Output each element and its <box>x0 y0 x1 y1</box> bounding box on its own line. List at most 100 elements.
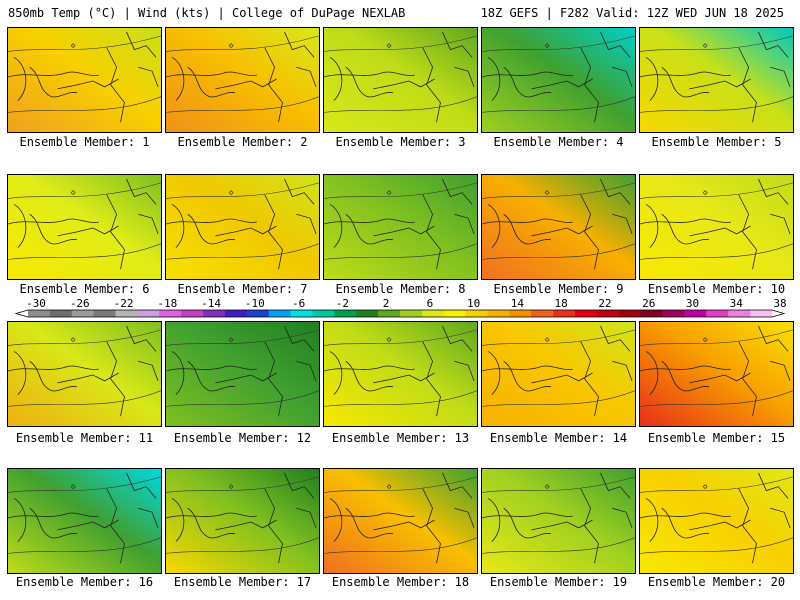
colorbar-tick-label: -30 <box>26 297 46 310</box>
ensemble-member-label: Ensemble Member: 11 <box>15 431 154 445</box>
ensemble-member-label: Ensemble Member: 16 <box>15 575 154 589</box>
ensemble-member-label: Ensemble Member: 12 <box>173 431 312 445</box>
colorbar-swatch <box>49 310 73 317</box>
map-field <box>324 469 477 573</box>
colorbar-tick-label: 6 <box>427 297 434 310</box>
colorbar-swatch <box>531 310 554 317</box>
colorbar-swatch <box>728 310 751 317</box>
ensemble-member-map <box>481 174 636 280</box>
map-title: 850mb Temp (°C) | Wind (kts) | College o… <box>8 6 406 20</box>
map-field <box>8 322 161 426</box>
colorbar-swatch <box>224 310 248 317</box>
colorbar-swatch <box>706 310 729 317</box>
ensemble-member-label: Ensemble Member: 20 <box>647 575 786 589</box>
map-field <box>482 175 635 279</box>
map-field <box>482 28 635 132</box>
ensemble-member-label: Ensemble Member: 17 <box>173 575 312 589</box>
valid-time: 18Z GEFS | F282 Valid: 12Z WED JUN 18 20… <box>480 6 784 20</box>
colorbar-swatch <box>71 310 95 317</box>
map-field <box>166 469 319 573</box>
ensemble-member-map <box>165 174 320 280</box>
map-field <box>324 28 477 132</box>
ensemble-member-map <box>481 27 636 133</box>
colorbar-swatch <box>487 310 510 317</box>
colorbar-swatch <box>181 310 204 317</box>
ensemble-member-map <box>165 321 320 427</box>
colorbar-tick-label: 26 <box>642 297 655 310</box>
colorbar-swatch <box>137 310 160 317</box>
colorbar-tick-label: -10 <box>245 297 265 310</box>
ensemble-member-map <box>639 468 794 574</box>
colorbar-swatch <box>334 310 357 317</box>
ensemble-member-label: Ensemble Member: 9 <box>493 282 624 296</box>
colorbar-swatch <box>575 310 598 317</box>
ensemble-member-map <box>323 468 478 574</box>
colorbar-swatch <box>509 310 532 317</box>
map-field <box>324 175 477 279</box>
colorbar-swatch <box>356 310 379 317</box>
map-field <box>640 322 793 426</box>
colorbar-outline <box>14 309 786 318</box>
colorbar-swatch <box>596 310 620 317</box>
map-field <box>640 175 793 279</box>
colorbar-swatch <box>290 310 313 317</box>
colorbar-swatch <box>268 310 292 317</box>
ensemble-member-label: Ensemble Member: 19 <box>489 575 628 589</box>
map-field <box>8 28 161 132</box>
ensemble-member-label: Ensemble Member: 18 <box>331 575 470 589</box>
ensemble-member-map <box>165 468 320 574</box>
colorbar-tick-label: -26 <box>70 297 90 310</box>
ensemble-member-map <box>7 468 162 574</box>
colorbar-swatch <box>421 310 445 317</box>
map-field <box>166 28 319 132</box>
ensemble-member-label: Ensemble Member: 13 <box>331 431 470 445</box>
map-field <box>640 469 793 573</box>
map-field <box>8 175 161 279</box>
colorbar-swatch <box>159 310 182 317</box>
ensemble-member-label: Ensemble Member: 7 <box>177 282 308 296</box>
ensemble-member-label: Ensemble Member: 5 <box>651 135 782 149</box>
ensemble-member-map <box>323 321 478 427</box>
colorbar-tick-label: 2 <box>383 297 390 310</box>
colorbar-swatch <box>312 310 335 317</box>
colorbar-tick-label: -18 <box>157 297 177 310</box>
colorbar-swatch <box>400 310 423 317</box>
ensemble-member-map <box>165 27 320 133</box>
ensemble-member-map <box>639 321 794 427</box>
colorbar-swatch <box>750 310 773 317</box>
temperature-colorbar: -30 -26 -22 -18 -14 -10 -6 -2 2 6 10 14 18 22 26 30 34 38… <box>8 297 792 321</box>
ensemble-member-map <box>323 174 478 280</box>
map-field <box>8 469 161 573</box>
map-field <box>482 322 635 426</box>
map-field <box>482 469 635 573</box>
map-field <box>166 175 319 279</box>
ensemble-member-map <box>323 27 478 133</box>
ensemble-member-map <box>7 27 162 133</box>
colorbar-swatch <box>93 310 117 317</box>
ensemble-member-label: Ensemble Member: 10 <box>647 282 786 296</box>
map-field <box>640 28 793 132</box>
map-header: 850mb Temp (°C) | Wind (kts) | College o… <box>0 0 800 24</box>
colorbar-tick-label: 18 <box>555 297 568 310</box>
colorbar-tick-label: -2 <box>336 297 349 310</box>
colorbar-swatch <box>640 310 664 317</box>
colorbar-tick-label: 22 <box>598 297 611 310</box>
colorbar-swatch <box>246 310 270 317</box>
ensemble-member-map <box>481 468 636 574</box>
ensemble-member-label: Ensemble Member: 1 <box>19 135 150 149</box>
colorbar-swatch <box>115 310 138 317</box>
colorbar-swatch <box>662 310 685 317</box>
ensemble-member-label: Ensemble Member: 4 <box>493 135 624 149</box>
colorbar-swatch <box>553 310 576 317</box>
colorbar-tick-label: -14 <box>201 297 221 310</box>
ensemble-member-map <box>639 174 794 280</box>
colorbar-tick-label: 14 <box>511 297 525 310</box>
colorbar-swatch <box>203 310 226 317</box>
colorbar-swatch <box>443 310 467 317</box>
colorbar-tick-label: 34 <box>730 297 744 310</box>
colorbar-tick-label: -6 <box>292 297 305 310</box>
colorbar-swatch <box>465 310 489 317</box>
ensemble-member-label: Ensemble Member: 15 <box>647 431 786 445</box>
ensemble-member-map <box>7 174 162 280</box>
colorbar-tick-label: -22 <box>114 297 134 310</box>
